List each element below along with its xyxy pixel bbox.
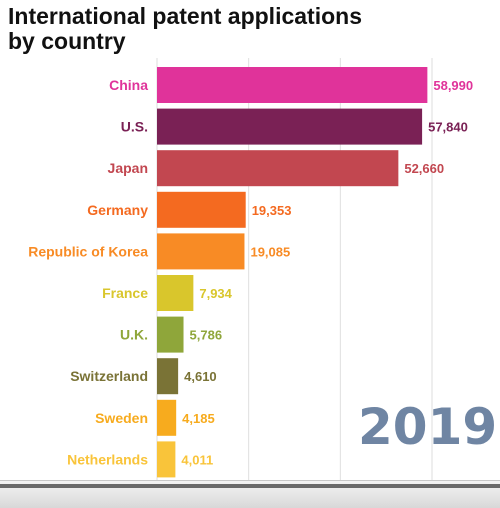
category-label-6: U.K. <box>120 327 148 343</box>
category-label-2: Japan <box>108 160 148 176</box>
value-label-1: 57,840 <box>428 120 468 135</box>
category-label-8: Sweden <box>95 410 148 426</box>
category-label-9: Netherlands <box>67 451 148 467</box>
chart-title: International patent applications by cou… <box>8 4 478 54</box>
category-label-5: France <box>102 285 148 301</box>
playback-track[interactable] <box>0 484 500 488</box>
value-label-6: 5,786 <box>190 328 223 343</box>
year-label: 2019 <box>358 398 498 456</box>
bar-2 <box>157 150 399 187</box>
category-label-3: Germany <box>87 202 148 218</box>
category-label-7: Switzerland <box>70 368 148 384</box>
bars: China 58,990 U.S. 57,840 Japan 52,660 Germany 1… <box>28 67 473 478</box>
bar-8 <box>157 399 177 436</box>
value-label-2: 52,660 <box>404 161 444 176</box>
bar-6 <box>157 316 184 353</box>
chart-title-line-1: International patent applications <box>8 3 362 29</box>
value-label-0: 58,990 <box>433 78 473 93</box>
bar-4 <box>157 233 245 270</box>
value-label-7: 4,610 <box>184 369 217 384</box>
value-label-3: 19,353 <box>252 203 292 218</box>
bar-7 <box>157 358 179 395</box>
bar-0 <box>157 67 428 103</box>
bar-3 <box>157 191 246 228</box>
chart-title-line-2: by country <box>8 28 126 54</box>
playback-bar[interactable] <box>0 480 500 508</box>
category-label-0: China <box>109 77 148 93</box>
value-label-5: 7,934 <box>199 286 232 301</box>
category-label-4: Republic of Korea <box>28 243 148 259</box>
bar-5 <box>157 275 194 311</box>
value-label-8: 4,185 <box>182 411 215 426</box>
category-label-1: U.S. <box>121 119 148 135</box>
value-label-4: 19,085 <box>250 244 290 259</box>
value-label-9: 4,011 <box>181 452 213 467</box>
bar-1 <box>157 108 423 145</box>
bar-9 <box>157 441 176 478</box>
